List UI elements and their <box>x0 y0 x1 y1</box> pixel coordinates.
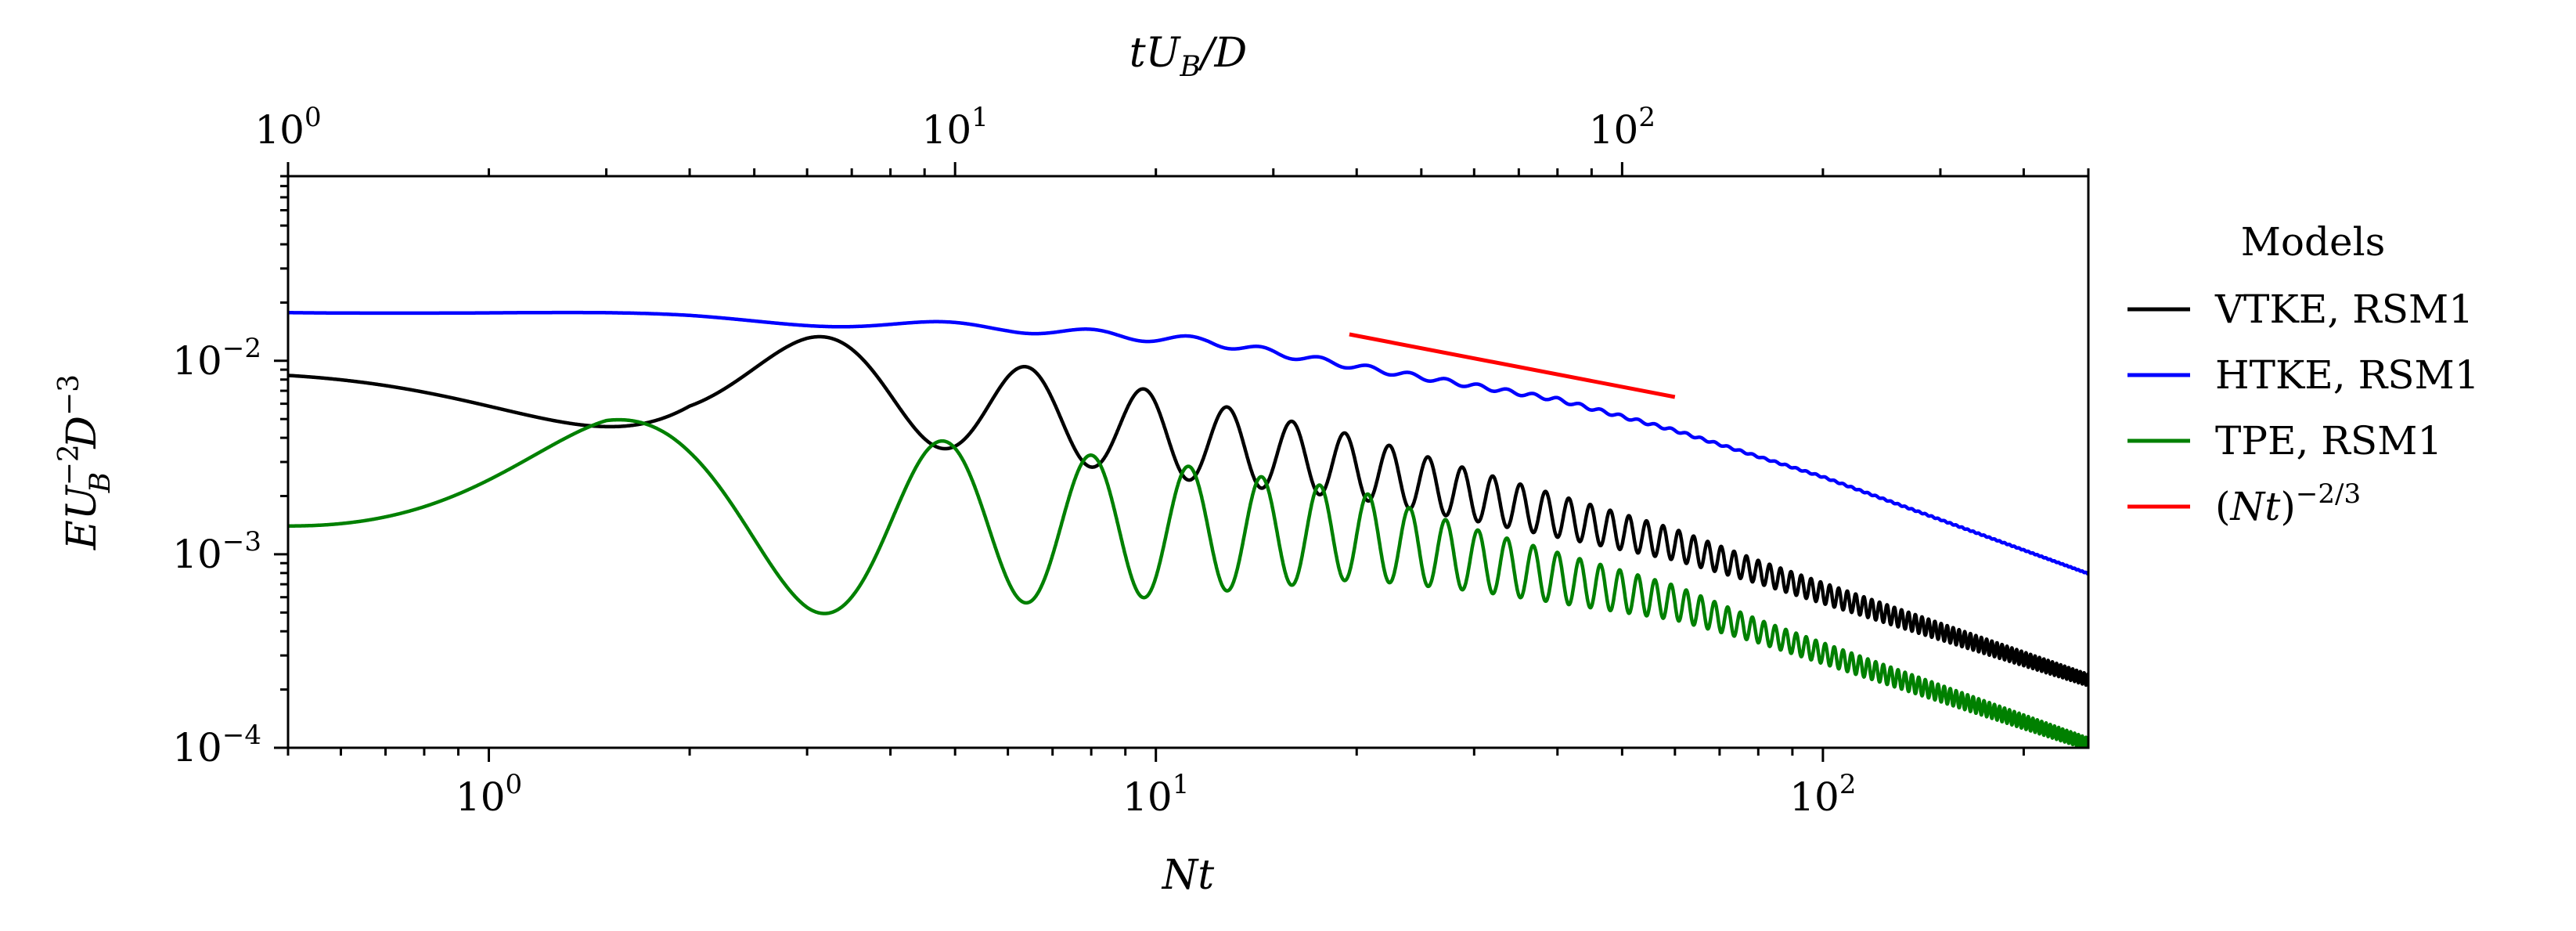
series-line-3 <box>288 417 2088 748</box>
x-tick-label: 101 <box>1122 769 1189 820</box>
legend: Models VTKE, RSM1 HTKE, RSM1 TPE, RSM1 (Nt)−… <box>2127 219 2480 529</box>
y-tick-label: 10−2 <box>172 333 261 384</box>
legend-label-4: (Nt)−2/3 <box>2215 478 2361 529</box>
x-tick-label: 100 <box>456 769 522 820</box>
series-layer <box>288 310 2088 748</box>
series-line-4 <box>1349 332 1676 399</box>
y-tick-label: 10−4 <box>172 720 261 770</box>
y-axis-title: EU−2BD−3 <box>53 374 117 550</box>
series-line-2 <box>288 310 2088 576</box>
top-x-tick-label: 101 <box>922 102 989 153</box>
axes-layer <box>274 162 2090 762</box>
plot-background <box>288 176 2088 748</box>
top-x-axis-title: tUB/D <box>1129 30 1247 83</box>
legend-label-3: TPE, RSM1 <box>2215 418 2442 464</box>
top-x-tick-label: 102 <box>1589 102 1655 153</box>
legend-title: Models <box>2241 219 2386 265</box>
labels-layer: 100 101 102 100 101 102 10−4 10−3 10−2 Nt tUB/D EU−… <box>53 30 1857 899</box>
legend-label-2: HTKE, RSM1 <box>2215 352 2480 398</box>
legend-label-1: VTKE, RSM1 <box>2214 287 2473 332</box>
x-tick-label: 102 <box>1789 769 1856 820</box>
x-axis-title: Nt <box>1161 852 1215 899</box>
top-x-tick-label: 100 <box>254 102 321 153</box>
y-tick-label: 10−3 <box>172 526 261 577</box>
